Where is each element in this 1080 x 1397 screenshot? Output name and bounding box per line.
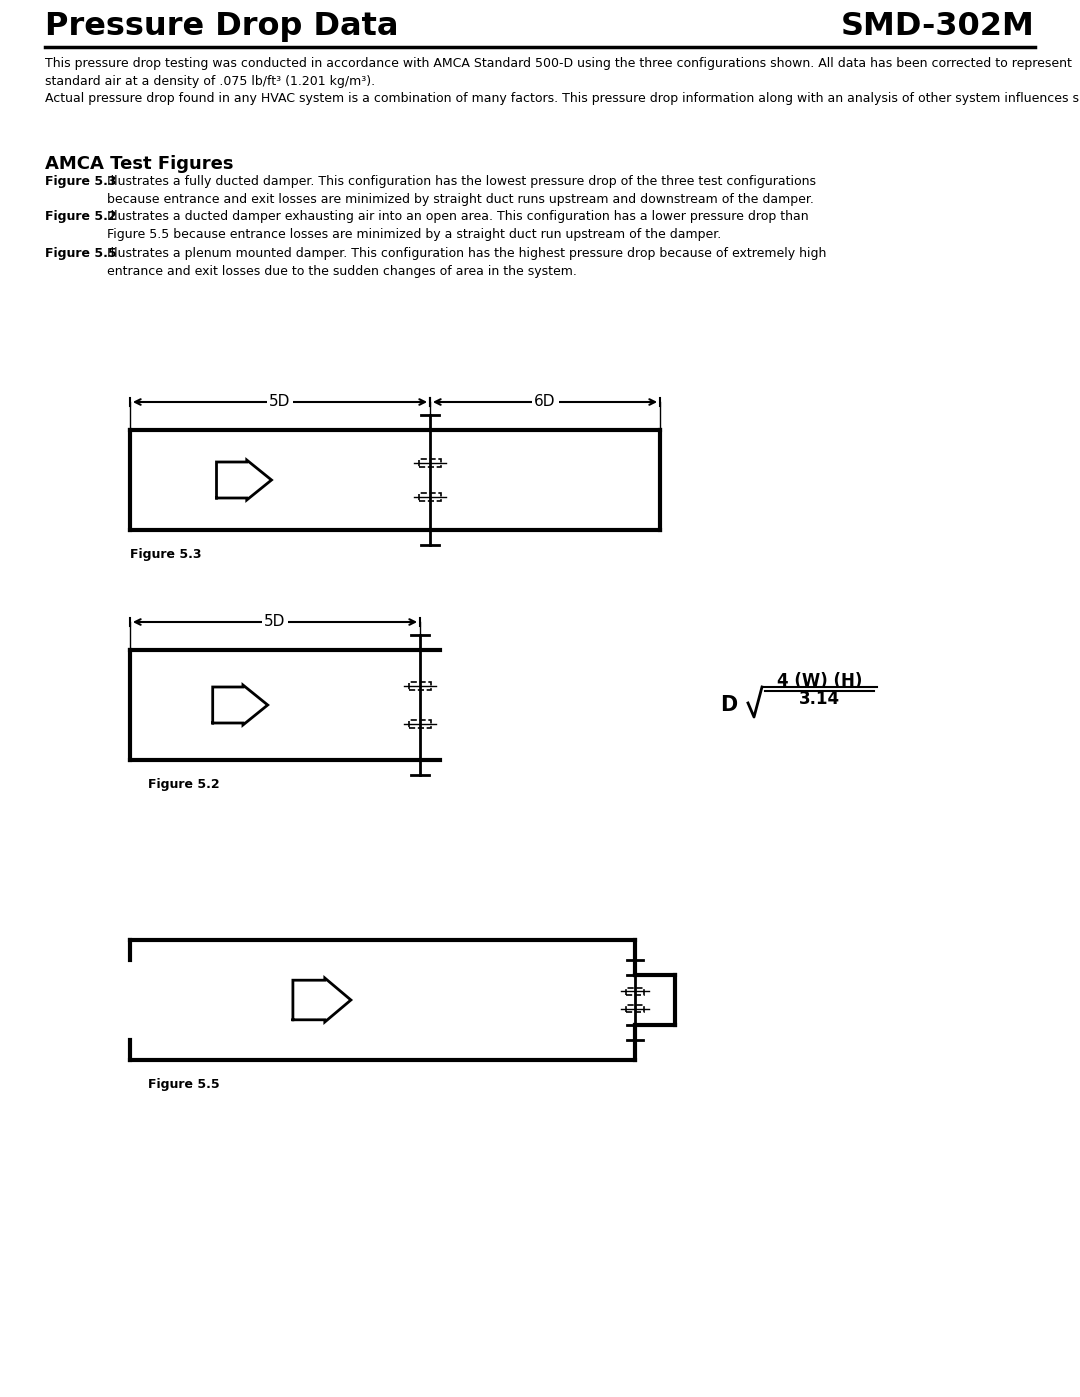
Text: This pressure drop testing was conducted in accordance with AMCA Standard 500-D : This pressure drop testing was conducted… [45,57,1071,88]
Text: 5D: 5D [269,394,291,409]
Bar [409,682,431,690]
Text: 5D: 5D [265,615,286,630]
Text: Illustrates a plenum mounted damper. This configuration has the highest pressure: Illustrates a plenum mounted damper. Thi… [107,247,826,278]
Text: Figure 5.3: Figure 5.3 [45,175,121,189]
Bar [419,460,441,467]
Text: Actual pressure drop found in any HVAC system is a combination of many factors. : Actual pressure drop found in any HVAC s… [45,92,1080,105]
Text: Pressure Drop Data: Pressure Drop Data [45,11,399,42]
Text: 4 (W) (H): 4 (W) (H) [777,672,862,690]
Bar [419,493,441,502]
Text: 6D: 6D [535,394,556,409]
Bar [626,1004,644,1011]
Text: Figure 5.2: Figure 5.2 [148,778,219,791]
Text: Figure 5.3: Figure 5.3 [130,548,202,562]
Text: Figure 5.5: Figure 5.5 [148,1078,219,1091]
Text: AMCA Test Figures: AMCA Test Figures [45,155,233,173]
Text: 3.14: 3.14 [799,690,840,708]
Text: Figure 5.5: Figure 5.5 [45,247,121,260]
Bar [409,719,431,728]
Text: Illustrates a ducted damper exhausting air into an open area. This configuration: Illustrates a ducted damper exhausting a… [107,210,809,242]
Text: Figure 5.2: Figure 5.2 [45,210,121,224]
Text: Illustrates a fully ducted damper. This configuration has the lowest pressure dr: Illustrates a fully ducted damper. This … [107,175,816,205]
Text: SMD-302M: SMD-302M [841,11,1035,42]
Bar [626,988,644,995]
Text: D: D [720,694,738,715]
